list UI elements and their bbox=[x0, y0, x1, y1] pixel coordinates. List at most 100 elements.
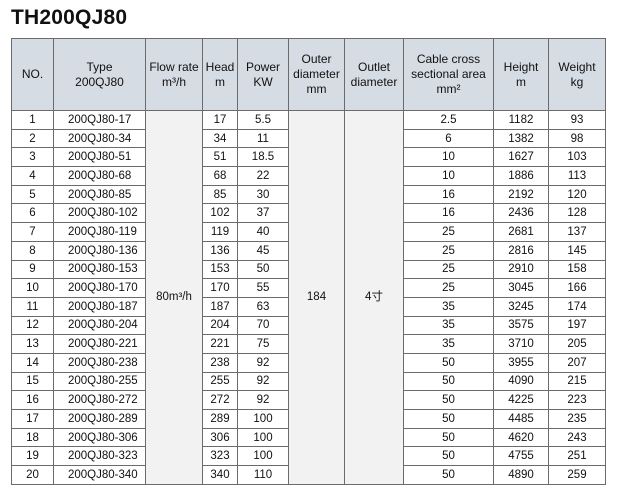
cell-type: 200QJ80-85 bbox=[53, 184, 146, 205]
cell-power: 40 bbox=[237, 222, 289, 242]
page-title: TH200QJ80 bbox=[11, 6, 128, 29]
header-row: NO. Type 200QJ80 Flow rate m³/h Head m Power KW O… bbox=[11, 38, 606, 111]
table-row: 9 200QJ80-153 153 50 25 2910 158 bbox=[11, 259, 606, 280]
cell-cable-area: 25 bbox=[403, 240, 494, 261]
header-no: NO. bbox=[11, 38, 54, 111]
table-row: 2 200QJ80-34 34 11 6 1382 98 bbox=[11, 128, 606, 149]
cell-cable-area: 50 bbox=[403, 427, 494, 448]
cell-no: 10 bbox=[11, 278, 54, 298]
table-row: 5 200QJ80-85 85 30 16 2192 120 bbox=[11, 184, 606, 205]
cell-weight: 103 bbox=[548, 147, 606, 168]
cell-height: 1886 bbox=[493, 166, 549, 186]
cell-outer-diameter: 184 bbox=[288, 110, 345, 485]
cell-height: 2681 bbox=[493, 222, 549, 242]
cell-type: 200QJ80-272 bbox=[53, 390, 146, 410]
cell-power: 50 bbox=[237, 259, 289, 280]
cell-cable-area: 50 bbox=[403, 371, 494, 392]
cell-no: 16 bbox=[11, 390, 54, 410]
cell-head: 51 bbox=[202, 147, 238, 168]
cell-head: 340 bbox=[202, 465, 238, 485]
header-weight-line: Weight bbox=[558, 59, 596, 74]
cell-type: 200QJ80-289 bbox=[53, 409, 146, 429]
cell-weight: 137 bbox=[548, 222, 606, 242]
header-type: Type 200QJ80 bbox=[53, 38, 146, 111]
cell-cable-area: 6 bbox=[403, 128, 494, 149]
cell-weight: 259 bbox=[548, 465, 606, 485]
cell-weight: 243 bbox=[548, 427, 606, 448]
cell-no: 20 bbox=[11, 465, 54, 485]
cell-no: 4 bbox=[11, 166, 54, 186]
cell-type: 200QJ80-153 bbox=[53, 259, 146, 280]
cell-type: 200QJ80-34 bbox=[53, 128, 146, 149]
cell-cable-area: 35 bbox=[403, 315, 494, 336]
cell-cable-area: 16 bbox=[403, 203, 494, 224]
cell-cable-area: 10 bbox=[403, 147, 494, 168]
cell-head: 34 bbox=[202, 128, 238, 149]
cell-type: 200QJ80-255 bbox=[53, 371, 146, 392]
cell-head: 221 bbox=[202, 334, 238, 354]
header-cable-area-line: sectional area bbox=[411, 67, 486, 81]
header-outer-diameter-line: Outer bbox=[301, 52, 332, 66]
header-weight-line: kg bbox=[570, 74, 584, 89]
table-row: 8 200QJ80-136 136 45 25 2816 145 bbox=[11, 240, 606, 261]
cell-type: 200QJ80-51 bbox=[53, 147, 146, 168]
cell-cable-area: 50 bbox=[403, 465, 494, 485]
header-outer-diameter-line: diameter bbox=[293, 67, 340, 81]
cell-power: 110 bbox=[237, 465, 289, 485]
cell-no: 9 bbox=[11, 259, 54, 280]
cell-height: 1382 bbox=[493, 128, 549, 149]
header-cable-area-line: Cable cross bbox=[416, 52, 481, 66]
table-row: 1 200QJ80-17 80m³/h 17 5.5 184 4寸 2.5 1182 93 bbox=[11, 110, 606, 485]
cell-type: 200QJ80-187 bbox=[53, 296, 146, 317]
cell-type: 200QJ80-204 bbox=[53, 315, 146, 336]
header-outlet-diameter-line: Outlet bbox=[357, 59, 390, 74]
cell-no: 12 bbox=[11, 315, 54, 336]
cell-power: 18.5 bbox=[237, 147, 289, 168]
cell-no: 19 bbox=[11, 446, 54, 467]
cell-cable-area: 25 bbox=[403, 222, 494, 242]
cell-weight: 158 bbox=[548, 259, 606, 280]
header-weight: Weight kg bbox=[548, 38, 606, 111]
table-row: 15 200QJ80-255 255 92 50 4090 215 bbox=[11, 371, 606, 392]
table-row: 20 200QJ80-340 340 110 50 4890 259 bbox=[11, 465, 606, 485]
cell-height: 1627 bbox=[493, 147, 549, 168]
cell-cable-area: 35 bbox=[403, 334, 494, 354]
cell-weight: 113 bbox=[548, 166, 606, 186]
cell-height: 1182 bbox=[493, 110, 549, 130]
cell-head: 255 bbox=[202, 371, 238, 392]
cell-type: 200QJ80-102 bbox=[53, 203, 146, 224]
cell-cable-area: 50 bbox=[403, 390, 494, 410]
cell-power: 100 bbox=[237, 446, 289, 467]
table-row: 17 200QJ80-289 289 100 50 4485 235 bbox=[11, 409, 606, 429]
table-row: 13 200QJ80-221 221 75 35 3710 205 bbox=[11, 334, 606, 354]
cell-power: 92 bbox=[237, 352, 289, 373]
cell-type: 200QJ80-221 bbox=[53, 334, 146, 354]
cell-power: 75 bbox=[237, 334, 289, 354]
cell-height: 3710 bbox=[493, 334, 549, 354]
cell-head: 153 bbox=[202, 259, 238, 280]
cell-cable-area: 25 bbox=[403, 259, 494, 280]
cell-type: 200QJ80-119 bbox=[53, 222, 146, 242]
cell-weight: 128 bbox=[548, 203, 606, 224]
header-height-line: Height bbox=[503, 59, 539, 74]
cell-type: 200QJ80-17 bbox=[53, 110, 146, 130]
header-power: Power KW bbox=[237, 38, 289, 111]
cell-head: 68 bbox=[202, 166, 238, 186]
table-row: 10 200QJ80-170 170 55 25 3045 166 bbox=[11, 278, 606, 298]
cell-head: 170 bbox=[202, 278, 238, 298]
header-type-line: 200QJ80 bbox=[75, 74, 124, 89]
header-flow-rate-line: Flow rate bbox=[149, 59, 199, 74]
spec-table: NO. Type 200QJ80 Flow rate m³/h Head m Power KW O… bbox=[11, 38, 606, 485]
cell-outlet-diameter: 4寸 bbox=[344, 110, 404, 485]
cell-weight: 166 bbox=[548, 278, 606, 298]
cell-no: 7 bbox=[11, 222, 54, 242]
header-outlet-diameter: Outlet diameter bbox=[344, 38, 404, 111]
cell-weight: 120 bbox=[548, 184, 606, 205]
table-row: 16 200QJ80-272 272 92 50 4225 223 bbox=[11, 390, 606, 410]
header-type-line: Type bbox=[86, 59, 113, 74]
cell-cable-area: 50 bbox=[403, 352, 494, 373]
cell-height: 4485 bbox=[493, 409, 549, 429]
cell-height: 4090 bbox=[493, 371, 549, 392]
cell-head: 102 bbox=[202, 203, 238, 224]
cell-power: 100 bbox=[237, 427, 289, 448]
